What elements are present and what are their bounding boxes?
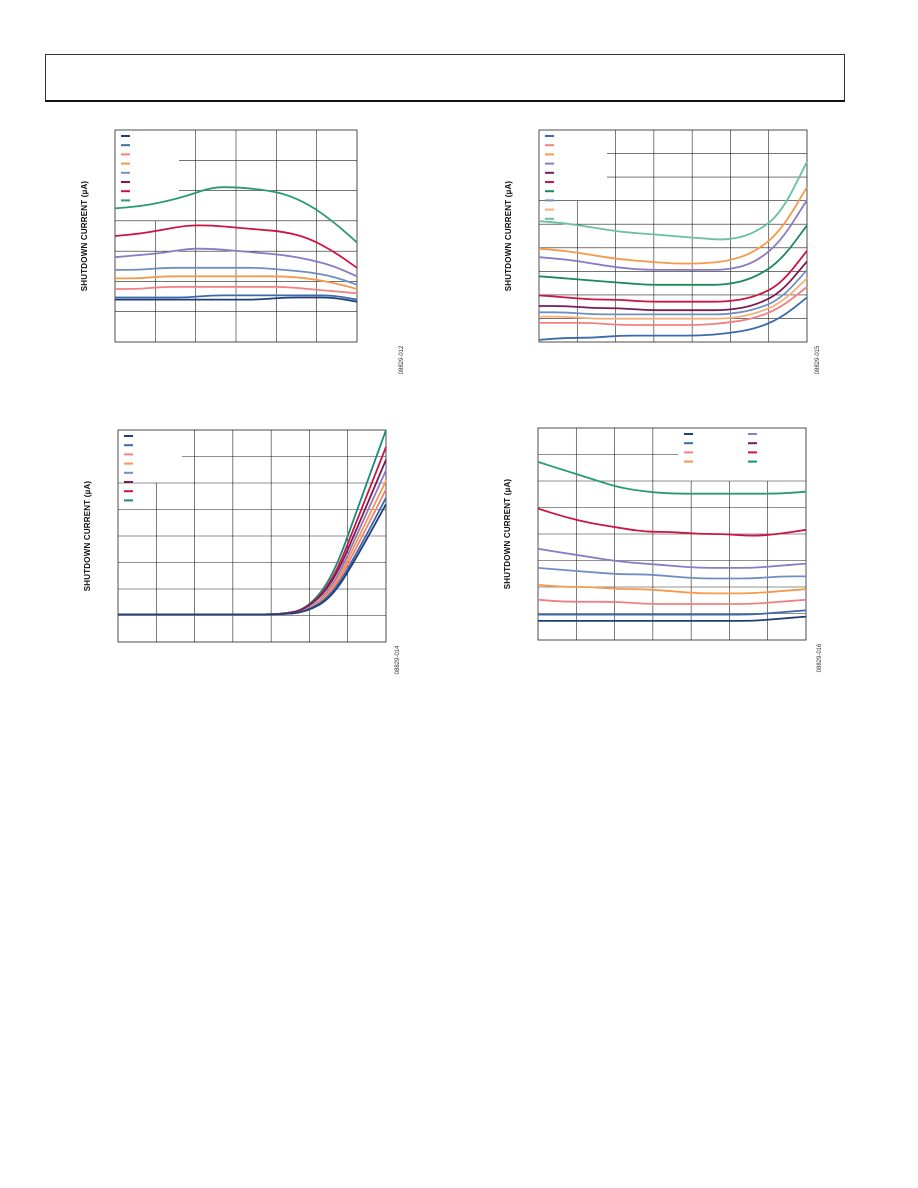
shutdown-current-chart-lower-left: SHUTDOWN CURRENT (µA) 08829-014 xyxy=(75,420,415,690)
data-series-line xyxy=(117,503,387,616)
data-series-line xyxy=(537,598,807,605)
data-series-line xyxy=(115,294,358,301)
data-series-line xyxy=(537,507,807,537)
data-series-line xyxy=(538,296,808,341)
data-series-line xyxy=(538,199,808,271)
y-axis-label: SHUTDOWN CURRENT (µA) xyxy=(504,181,513,292)
data-series-line xyxy=(537,461,807,495)
chart-svg: SHUTDOWN CURRENT (µA) 08829-014 xyxy=(83,429,401,674)
data-series-line xyxy=(114,286,358,295)
data-series-line xyxy=(537,615,807,622)
y-axis-label: SHUTDOWN CURRENT (µA) xyxy=(83,481,92,592)
data-series-line xyxy=(538,161,808,241)
data-series-line xyxy=(538,609,807,616)
figure-id-label: 08829-014 xyxy=(395,645,401,674)
page-header-box xyxy=(45,54,845,102)
y-axis-label: SHUTDOWN CURRENT (µA) xyxy=(80,181,89,292)
figure-id-label: 08829-012 xyxy=(399,345,405,374)
data-series-line xyxy=(539,277,808,320)
shutdown-current-chart-upper-left: SHUTDOWN CURRENT (µA) 08829-012 xyxy=(75,120,415,390)
data-series-line xyxy=(537,567,806,580)
data-series-line xyxy=(539,269,808,316)
data-series-line xyxy=(539,260,808,312)
data-series-line xyxy=(115,296,358,303)
data-series-line xyxy=(538,224,808,286)
shutdown-current-chart-lower-right: SHUTDOWN CURRENT (µA) 08829-016 xyxy=(497,418,837,688)
figure-id-label: 08829-015 xyxy=(815,345,821,374)
figure-id-label: 08829-016 xyxy=(817,643,823,672)
shutdown-current-chart-upper-right: SHUTDOWN CURRENT (µA) 08829-015 xyxy=(497,120,837,390)
data-series-line xyxy=(114,247,358,278)
data-series-line xyxy=(538,186,808,265)
data-series-line xyxy=(538,286,808,326)
chart-svg: SHUTDOWN CURRENT (µA) 08829-012 xyxy=(80,129,405,374)
data-series-line xyxy=(114,224,358,269)
data-series-line xyxy=(537,547,807,569)
data-series-line xyxy=(114,266,358,286)
chart-svg: SHUTDOWN CURRENT (µA) 08829-015 xyxy=(504,129,821,374)
chart-svg: SHUTDOWN CURRENT (µA) 08829-016 xyxy=(503,427,823,672)
data-series-line xyxy=(538,250,808,303)
data-series-line xyxy=(114,186,358,244)
data-series-line xyxy=(537,584,807,595)
data-series-line xyxy=(115,275,358,290)
y-axis-label: SHUTDOWN CURRENT (µA) xyxy=(503,479,512,590)
